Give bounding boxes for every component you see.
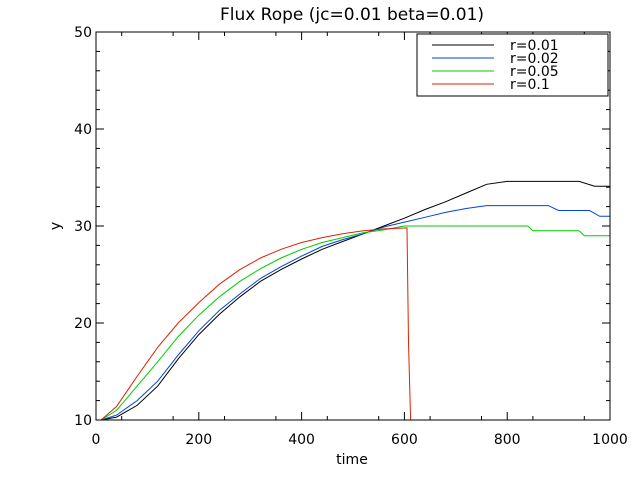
legend-label: r=0.05 <box>510 64 559 80</box>
y-axis-label: y <box>48 222 64 230</box>
chart-title: Flux Rope (jc=0.01 beta=0.01) <box>220 5 484 25</box>
legend: r=0.01r=0.02r=0.05r=0.1 <box>416 33 609 97</box>
legend-label: r=0.1 <box>510 77 550 93</box>
y-tick-label: 30 <box>74 219 92 235</box>
series-line-1 <box>100 205 610 421</box>
series-line-2 <box>100 225 610 421</box>
x-axis-label: time <box>336 452 368 468</box>
x-tick-label: 200 <box>185 432 212 448</box>
series-line-3 <box>100 227 412 421</box>
axis-ticks: 0 200 400 600 800 1000 10 20 30 40 50 <box>74 25 628 448</box>
x-tick-label: 600 <box>391 432 418 448</box>
series-line-0 <box>101 180 610 421</box>
legend-box <box>416 33 609 97</box>
series-layer <box>100 180 610 421</box>
legend-label: r=0.01 <box>510 38 559 54</box>
y-tick-label: 20 <box>74 316 92 332</box>
x-tick-label: 800 <box>494 432 521 448</box>
legend-label: r=0.02 <box>510 51 559 67</box>
x-tick-label: 0 <box>92 432 101 448</box>
y-tick-label: 40 <box>74 122 92 138</box>
y-tick-label: 10 <box>74 413 92 429</box>
x-tick-label: 400 <box>288 432 315 448</box>
y-tick-label: 50 <box>74 25 92 41</box>
x-tick-label: 1000 <box>592 432 628 448</box>
